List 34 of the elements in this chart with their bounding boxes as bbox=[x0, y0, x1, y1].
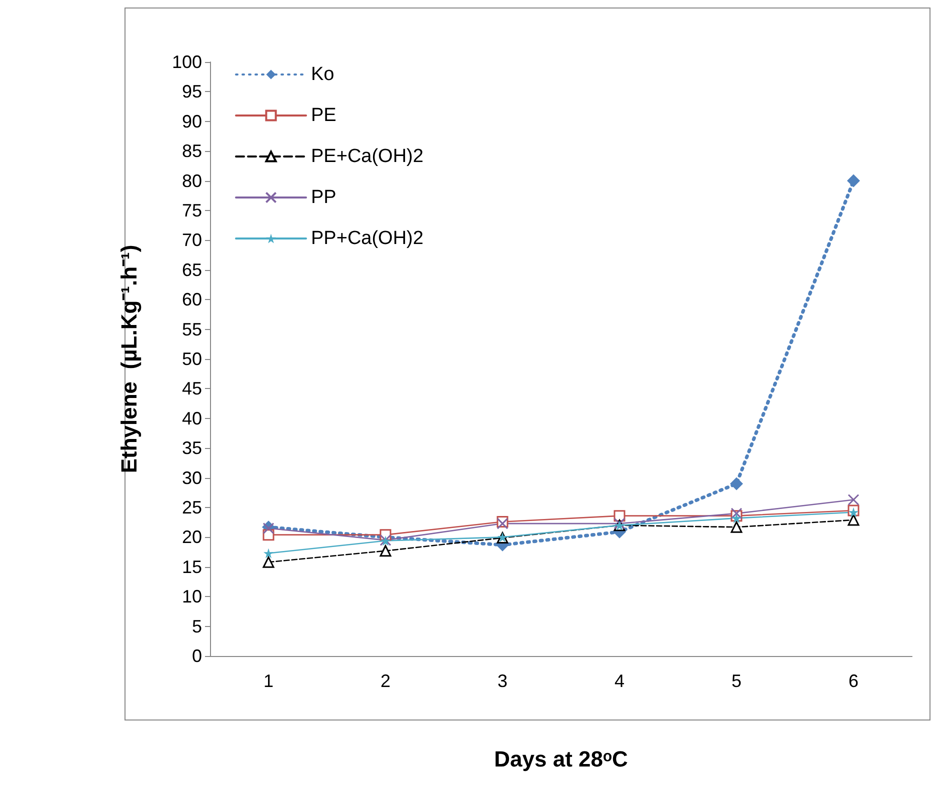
y-tick-label: 80 bbox=[182, 170, 202, 191]
y-tick-label: 10 bbox=[182, 586, 202, 607]
y-tick-label: 55 bbox=[182, 319, 202, 340]
legend-label: PP+Ca(OH)2 bbox=[311, 228, 424, 249]
x-tick-label: 4 bbox=[614, 671, 625, 691]
y-tick-label: 30 bbox=[182, 468, 202, 488]
y-axis-title: Ethylene (µL.Kg⁻¹.h⁻¹) bbox=[116, 244, 142, 474]
y-tick-label: 20 bbox=[182, 527, 202, 548]
y-tick-label: 85 bbox=[182, 141, 202, 162]
y-tick-label: 95 bbox=[182, 82, 202, 102]
x-tick-label: 2 bbox=[380, 671, 391, 691]
y-tick-label: 0 bbox=[192, 646, 202, 666]
legend-label: PE bbox=[311, 105, 336, 126]
y-tick-label: 60 bbox=[182, 290, 202, 310]
y-tick-label: 50 bbox=[182, 349, 202, 369]
legend-label: Ko bbox=[311, 64, 334, 85]
y-tick-label: 90 bbox=[182, 111, 202, 132]
y-tick-label: 70 bbox=[182, 230, 202, 250]
y-tick-label: 35 bbox=[182, 438, 202, 458]
legend-label: PP bbox=[311, 187, 336, 208]
y-tick-label: 5 bbox=[192, 616, 202, 636]
y-tick-label: 100 bbox=[172, 52, 202, 72]
y-tick-label: 25 bbox=[182, 498, 202, 518]
x-tick-label: 5 bbox=[731, 671, 742, 691]
y-tick-label: 40 bbox=[182, 408, 202, 428]
legend-label: PE+Ca(OH)2 bbox=[311, 146, 424, 167]
x-axis-title: Days at 28ᵒC bbox=[494, 746, 628, 772]
y-tick-label: 75 bbox=[182, 200, 202, 220]
x-tick-label: 3 bbox=[497, 671, 508, 691]
x-tick-label: 1 bbox=[263, 671, 274, 691]
x-tick-label: 6 bbox=[848, 671, 859, 691]
y-tick-label: 45 bbox=[182, 378, 202, 399]
y-tick-label: 65 bbox=[182, 260, 202, 280]
y-tick-label: 15 bbox=[182, 556, 202, 577]
